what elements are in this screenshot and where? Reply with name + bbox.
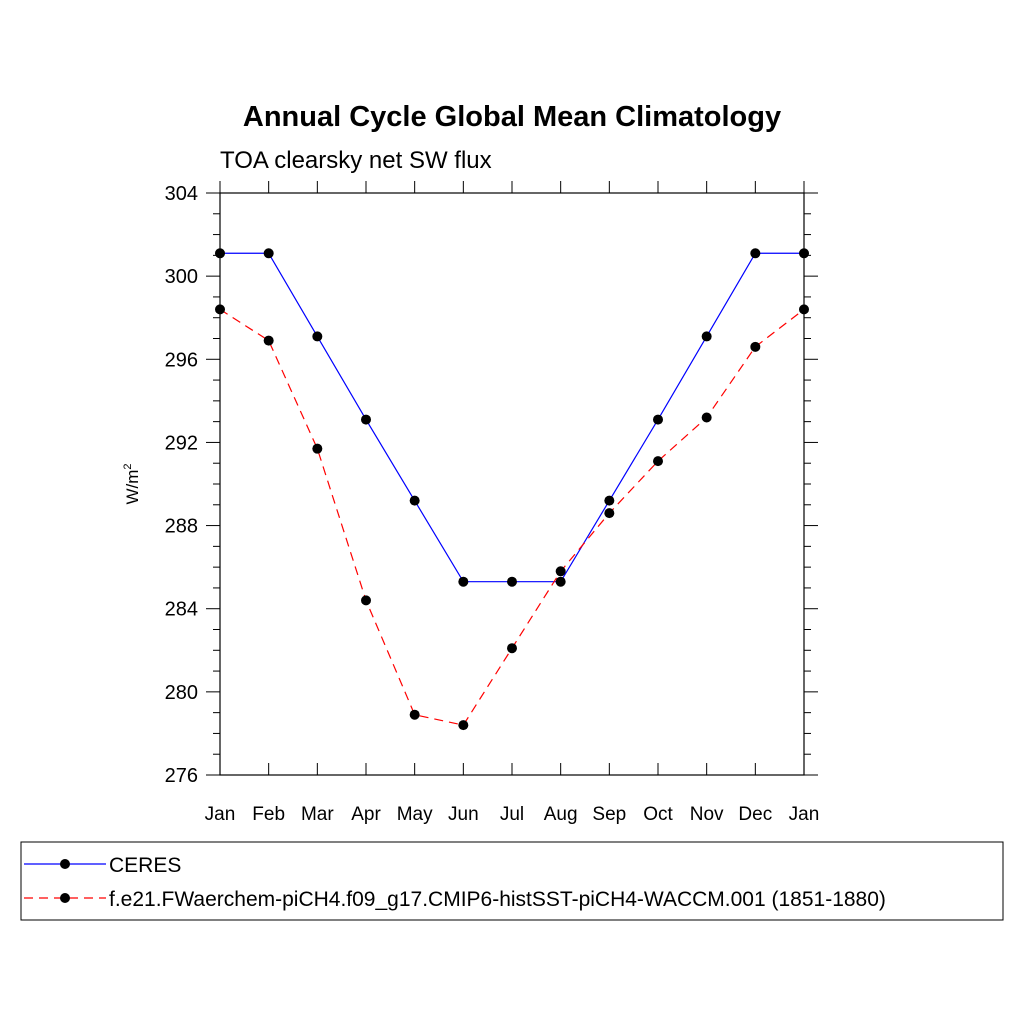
series-1-point [361, 595, 371, 606]
chart-title: Annual Cycle Global Mean Climatology [243, 101, 781, 133]
series-1-point [507, 643, 517, 654]
y-tick-label: 296 [165, 349, 198, 371]
series-1-point [409, 709, 420, 720]
x-tick-label: Mar [301, 804, 334, 825]
legend-marker-1 [60, 893, 70, 903]
series-1-point [555, 566, 566, 577]
series-0-point [799, 248, 809, 259]
chart-subtitle: TOA clearsky net SW flux [220, 147, 492, 174]
series-1-point [750, 341, 761, 352]
y-tick-label: 304 [165, 183, 198, 205]
legend-label-0: CERES [109, 854, 181, 877]
series-1-point [312, 443, 323, 454]
series-0-point [507, 576, 517, 587]
series-line-1 [219, 308, 805, 726]
y-tick-label: 276 [165, 765, 198, 787]
x-tick-label: Nov [690, 804, 724, 825]
series-0-point [312, 331, 323, 342]
x-tick-label: Jul [500, 804, 524, 825]
x-tick-label: Jan [789, 804, 820, 825]
series-0-point [701, 331, 712, 342]
axes: 276 280 284 288 292 296 300 304 Jan Feb Mar Apr May J… [165, 181, 820, 825]
x-tick-label: Sep [592, 804, 626, 825]
series-layer [215, 248, 809, 731]
series-0-point [458, 576, 469, 587]
x-tick-label: Jan [205, 804, 236, 825]
x-tick-label: Dec [738, 804, 772, 825]
series-1-point [215, 304, 225, 315]
legend-marker-0 [60, 859, 70, 869]
series-line-0 [220, 252, 804, 583]
series-0-point [653, 414, 663, 425]
series-1-point [799, 304, 809, 315]
series-0-point [361, 414, 371, 425]
y-tick-label: 300 [165, 266, 198, 288]
series-0-point [409, 495, 420, 506]
y-tick-label: 292 [165, 432, 198, 454]
x-tick-label: May [397, 804, 433, 825]
series-1-point [604, 508, 615, 519]
series-0-point [555, 576, 566, 587]
y-tick-label: 280 [165, 682, 198, 704]
x-tick-label: Jun [448, 804, 479, 825]
series-1-point [458, 720, 469, 731]
legend-box [20, 841, 1004, 921]
series-0-point [604, 495, 615, 506]
series-0-point [750, 248, 761, 259]
series-0-point [263, 248, 274, 259]
series-1-point [263, 335, 274, 346]
legend: CERES f.e21.FWaerchem-piCH4.f09_g17.CMIP6… [20, 841, 1004, 921]
y-tick-label: 284 [165, 599, 198, 621]
x-tick-label: Apr [351, 804, 381, 825]
y-axis-label: W/m2 [122, 463, 142, 504]
series-1-point [701, 412, 712, 423]
plot-frame [219, 192, 805, 776]
x-tick-label: Aug [544, 804, 578, 825]
x-tick-label: Oct [643, 804, 673, 825]
series-1-point [653, 456, 663, 467]
series-0-point [215, 248, 225, 259]
x-tick-label: Feb [252, 804, 285, 825]
y-tick-label: 288 [165, 516, 198, 538]
legend-label-1: f.e21.FWaerchem-piCH4.f09_g17.CMIP6-hist… [109, 888, 886, 911]
